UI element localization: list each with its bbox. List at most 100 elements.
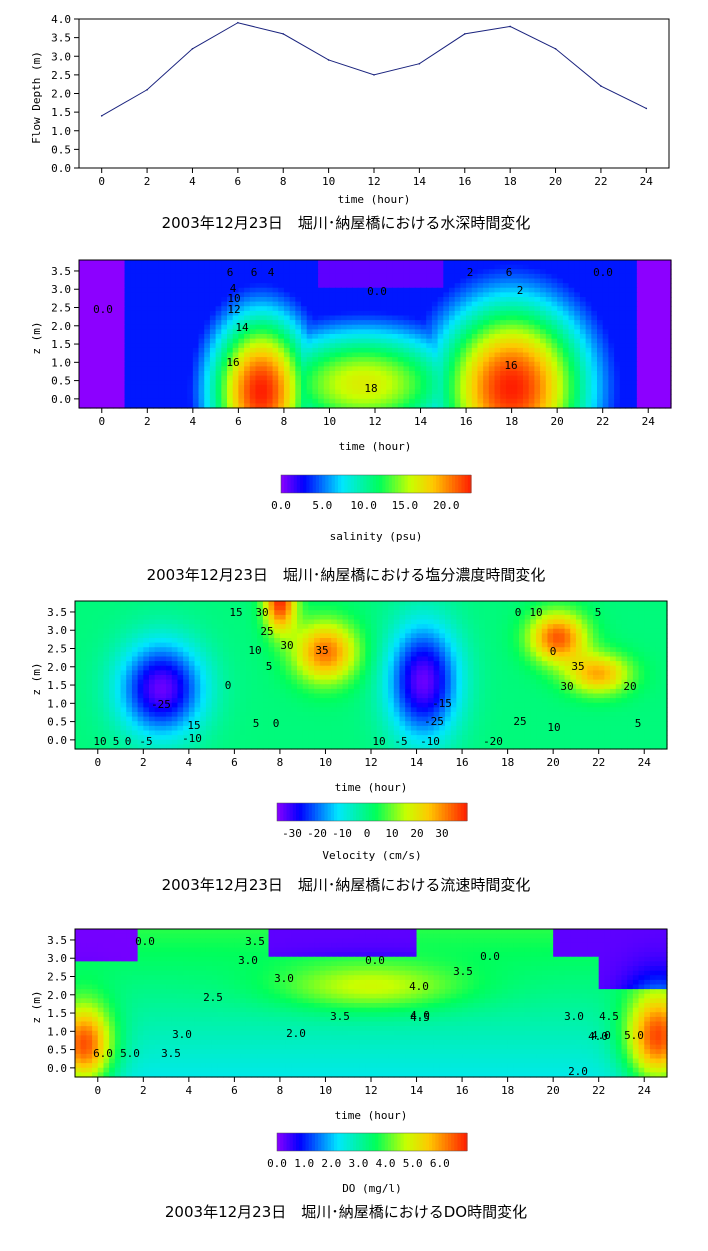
- heat-cell: [221, 398, 228, 404]
- heat-cell: [245, 624, 253, 630]
- heat-cell: [308, 605, 315, 611]
- heat-cell: [255, 389, 262, 395]
- heat-cell: [653, 403, 661, 409]
- heat-cell: [597, 366, 604, 372]
- heat-cell: [375, 329, 382, 335]
- heat-cell: [661, 661, 668, 667]
- heat-cell: [312, 334, 319, 340]
- heat-cell: [255, 384, 262, 391]
- heat-cell: [462, 651, 469, 658]
- heat-cell: [530, 614, 537, 621]
- heat-cell: [494, 343, 501, 349]
- heat-cell: [175, 334, 183, 340]
- heat-cell: [295, 384, 302, 391]
- heat-cell: [205, 661, 213, 667]
- heat-cell: [205, 638, 213, 644]
- heat-cell: [422, 633, 429, 639]
- heat-cell: [101, 315, 109, 321]
- heat-cell: [295, 343, 302, 349]
- heat-cell: [352, 273, 359, 280]
- heat-cell: [289, 315, 296, 321]
- heat-cell: [568, 283, 575, 289]
- heat-cell: [540, 273, 547, 280]
- heat-cell: [183, 633, 190, 639]
- heat-cell: [483, 297, 490, 303]
- heat-cell: [357, 273, 365, 280]
- heat-cell: [272, 371, 279, 377]
- heat-cell: [205, 624, 213, 630]
- heat-cell: [318, 375, 325, 381]
- heat-cell: [90, 329, 97, 335]
- heat-cell: [545, 324, 553, 330]
- heat-cell: [437, 315, 444, 321]
- heat-cell: [443, 357, 450, 363]
- heat-cell: [160, 628, 167, 634]
- heat-cell: [107, 329, 114, 335]
- heat-cell: [505, 278, 513, 284]
- heat-cell: [285, 651, 292, 658]
- heat-cell: [232, 310, 239, 317]
- heat-cell: [585, 366, 592, 372]
- heat-cell: [164, 375, 171, 381]
- heat-cell: [109, 619, 116, 625]
- x-axis-label: time (hour): [339, 440, 412, 453]
- heat-cell: [363, 264, 370, 270]
- heat-cell: [614, 292, 621, 298]
- heat-cell: [614, 380, 621, 386]
- heat-cell: [232, 375, 239, 381]
- heat-cell: [648, 361, 655, 367]
- heat-cell: [467, 633, 475, 639]
- heat-cell: [340, 260, 348, 266]
- heat-cell: [545, 310, 553, 317]
- heat-cell: [494, 320, 501, 326]
- heat-cell: [431, 260, 439, 266]
- heat-cell: [551, 375, 558, 381]
- heat-cell: [175, 403, 183, 409]
- heat-cell: [359, 661, 366, 667]
- heat-cell: [409, 278, 416, 284]
- heat-cell: [261, 380, 268, 386]
- heat-cell: [160, 647, 167, 653]
- heat-cell: [557, 310, 564, 317]
- heat-cell: [631, 361, 638, 367]
- heat-cell: [181, 278, 188, 284]
- heat-cell: [397, 278, 405, 284]
- heat-cell: [471, 361, 479, 367]
- heat-cell: [215, 278, 222, 284]
- heat-cell: [170, 389, 177, 395]
- heat-cell: [335, 334, 342, 340]
- heat-cell: [131, 628, 139, 634]
- heat-cell: [488, 384, 496, 391]
- heat-cell: [449, 306, 456, 312]
- heat-cell: [335, 320, 342, 326]
- heat-cell: [96, 334, 103, 340]
- heat-cell: [175, 260, 183, 266]
- heat-cell: [393, 642, 401, 648]
- heat-cell: [101, 297, 109, 303]
- heat-cell: [517, 357, 524, 363]
- heat-cell: [113, 329, 120, 335]
- heat-cell: [278, 315, 285, 321]
- heat-cell: [192, 315, 200, 321]
- heat-cell: [353, 610, 361, 616]
- heat-cell: [234, 656, 241, 662]
- heat-cell: [249, 357, 257, 363]
- heat-cell: [393, 624, 401, 630]
- heat-cell: [507, 624, 514, 630]
- heat-cell: [340, 287, 348, 293]
- heat-cell: [536, 628, 543, 634]
- heat-cell: [348, 624, 355, 630]
- heat-cell: [175, 278, 183, 284]
- heat-cell: [240, 651, 247, 658]
- heat-cell: [171, 651, 179, 658]
- heat-cell: [175, 273, 183, 280]
- heat-cell: [153, 352, 160, 358]
- heat-cell: [466, 310, 473, 317]
- contour-label: 16: [504, 359, 517, 372]
- heat-cell: [375, 310, 382, 317]
- heat-cell: [540, 297, 547, 303]
- heat-cell: [608, 343, 615, 349]
- heat-cell: [386, 315, 393, 321]
- heat-cell: [483, 389, 490, 395]
- heat-cell: [593, 605, 600, 611]
